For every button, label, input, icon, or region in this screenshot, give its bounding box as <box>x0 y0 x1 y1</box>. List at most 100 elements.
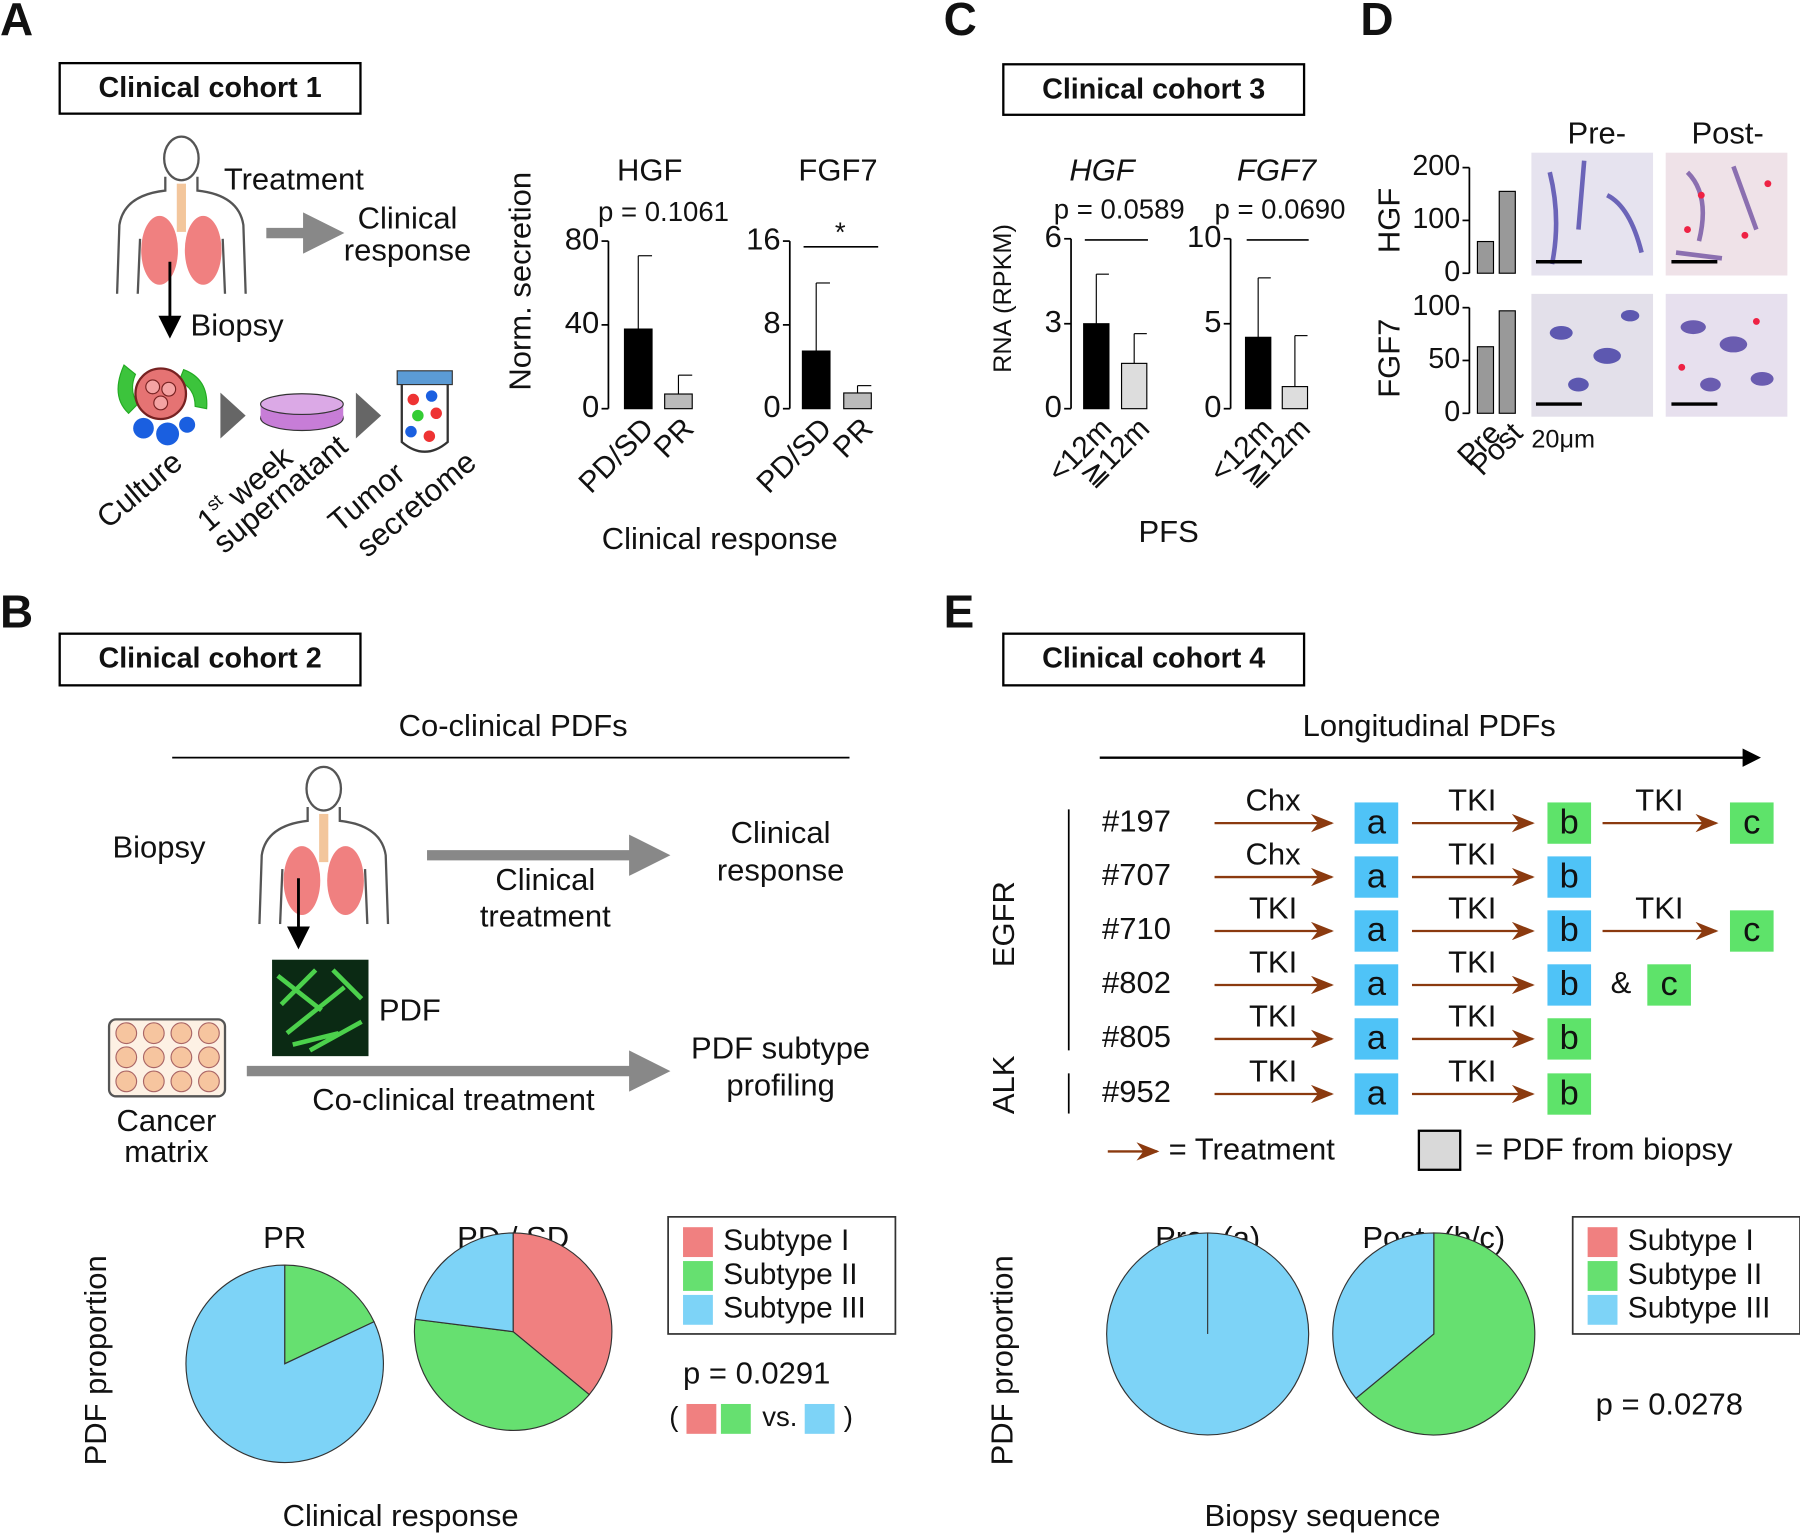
treatment-label: TKI <box>1635 891 1683 926</box>
y-tick-label: 100 <box>1412 203 1460 235</box>
pdf-label: a <box>1367 965 1387 1003</box>
bar <box>623 328 653 410</box>
bar <box>1498 190 1516 274</box>
tube-icon <box>396 370 453 453</box>
pie-slice <box>1332 1232 1435 1400</box>
legend-label: Subtype I <box>1628 1224 1754 1257</box>
comparison-swatch <box>720 1403 751 1434</box>
pdf-box <box>1354 1018 1399 1060</box>
histology-images-part <box>1568 377 1589 392</box>
cohort-box <box>1002 632 1306 687</box>
treatment-label: TKI <box>1635 783 1683 818</box>
histology-images <box>1531 152 1788 417</box>
diagram-label: Clinical <box>495 862 595 897</box>
diagram-label: Clinical <box>358 201 458 236</box>
well-plate-part <box>115 1046 138 1069</box>
bar <box>1083 323 1110 410</box>
annotation: p = 0.0278 <box>1596 1386 1743 1421</box>
cohort-box <box>58 632 362 687</box>
organoid-icon-part <box>161 381 177 397</box>
treatment-label: TKI <box>1448 1054 1496 1089</box>
patient-id: #805 <box>1102 1019 1171 1054</box>
y-tick-label: 100 <box>1412 290 1460 322</box>
histology-images-part <box>1684 226 1691 234</box>
chart-title: FGF7 <box>798 152 877 187</box>
well-plate-part <box>170 1070 193 1093</box>
x-tick-label: PR <box>648 412 701 465</box>
pdf-box <box>1547 856 1592 898</box>
patient-id: #197 <box>1102 803 1171 838</box>
diagram-label: Cancer <box>117 1103 217 1138</box>
annotation: p = 0.1061 <box>598 196 729 227</box>
treatment-label: TKI <box>1249 891 1297 926</box>
pdf-label: a <box>1367 1019 1387 1057</box>
well-plate-part <box>142 1022 165 1045</box>
legend-swatch <box>1587 1294 1618 1325</box>
histology-images-part <box>1719 336 1748 353</box>
legend-swatch <box>1587 1261 1618 1291</box>
tube-icon-part <box>400 381 449 453</box>
pdf-box <box>1354 856 1399 898</box>
diagram-label: matrix <box>124 1134 209 1169</box>
well-plate-part <box>142 1070 165 1093</box>
well-plate-part <box>198 1022 220 1045</box>
pdf-label: b <box>1560 803 1579 841</box>
treatment-label: TKI <box>1448 891 1496 926</box>
tube-icon-part <box>412 409 424 422</box>
dish-icon <box>260 393 344 432</box>
well-plate-part <box>170 1046 193 1069</box>
pie-slice <box>284 1264 375 1365</box>
x-axis-label: Biopsy sequence <box>1204 1498 1440 1533</box>
pdf-label: c <box>1743 911 1760 949</box>
x-axis-label: Clinical response <box>283 1498 519 1533</box>
comparison-swatch <box>804 1403 835 1434</box>
diagram-label: Biopsy <box>113 830 207 865</box>
y-tick-label: 5 <box>1204 304 1221 339</box>
cohort-box <box>58 61 362 115</box>
organoid-icon <box>117 364 208 446</box>
legend-swatch <box>683 1294 713 1325</box>
tube-icon-part <box>423 430 436 442</box>
histology-images-part <box>1665 293 1788 417</box>
legend-label: Subtype II <box>1628 1258 1762 1291</box>
diagram-label: profiling <box>726 1067 835 1102</box>
y-axis-label: RNA (RPKM) <box>989 224 1017 373</box>
y-tick-label: 0 <box>1444 256 1460 288</box>
pdf-box <box>1729 910 1774 952</box>
histology-images-part <box>1750 371 1774 386</box>
step-arrow <box>355 392 382 439</box>
body-icon <box>258 765 390 925</box>
chart-title: FGF7 <box>1237 152 1318 187</box>
well-plate-part <box>115 1070 138 1093</box>
well-plate-part <box>142 1046 165 1069</box>
legend-label: Subtype I <box>723 1224 849 1257</box>
organoid-icon-part <box>145 379 161 395</box>
y-tick-label: 0 <box>1045 389 1062 424</box>
bar <box>1244 336 1272 410</box>
patient-id: #952 <box>1102 1074 1171 1109</box>
histology-images-part <box>1700 377 1721 392</box>
diagram-label: PDF subtype <box>691 1031 870 1066</box>
legend-swatch <box>683 1227 713 1258</box>
y-tick-label: 0 <box>763 389 780 424</box>
y-axis-label: Norm. secretion <box>503 172 538 391</box>
cohort-title: Clinical cohort 3 <box>1042 73 1265 105</box>
x-tick-label: PD/SD <box>572 412 660 500</box>
y-tick-label: 200 <box>1412 150 1460 182</box>
y-tick-label: 3 <box>1045 304 1062 339</box>
well-plate-part <box>107 1018 227 1098</box>
bar <box>1476 240 1495 274</box>
legend-swatch <box>1587 1227 1618 1258</box>
treatment-label: Chx <box>1246 837 1302 872</box>
histology-images-part <box>1697 191 1705 199</box>
pdf-box <box>1354 802 1399 844</box>
pdf-label: b <box>1560 965 1579 1003</box>
y-axis-label: PDF proportion <box>985 1255 1020 1465</box>
image-header: Pre- <box>1568 116 1627 151</box>
y-tick-label: 6 <box>1045 219 1062 254</box>
pie-slice <box>413 1318 591 1431</box>
pdf-image <box>272 959 369 1057</box>
diagram-label: Clinical <box>731 815 831 850</box>
treatment-label: Chx <box>1246 783 1302 818</box>
diagram-label: PDF <box>379 993 441 1028</box>
